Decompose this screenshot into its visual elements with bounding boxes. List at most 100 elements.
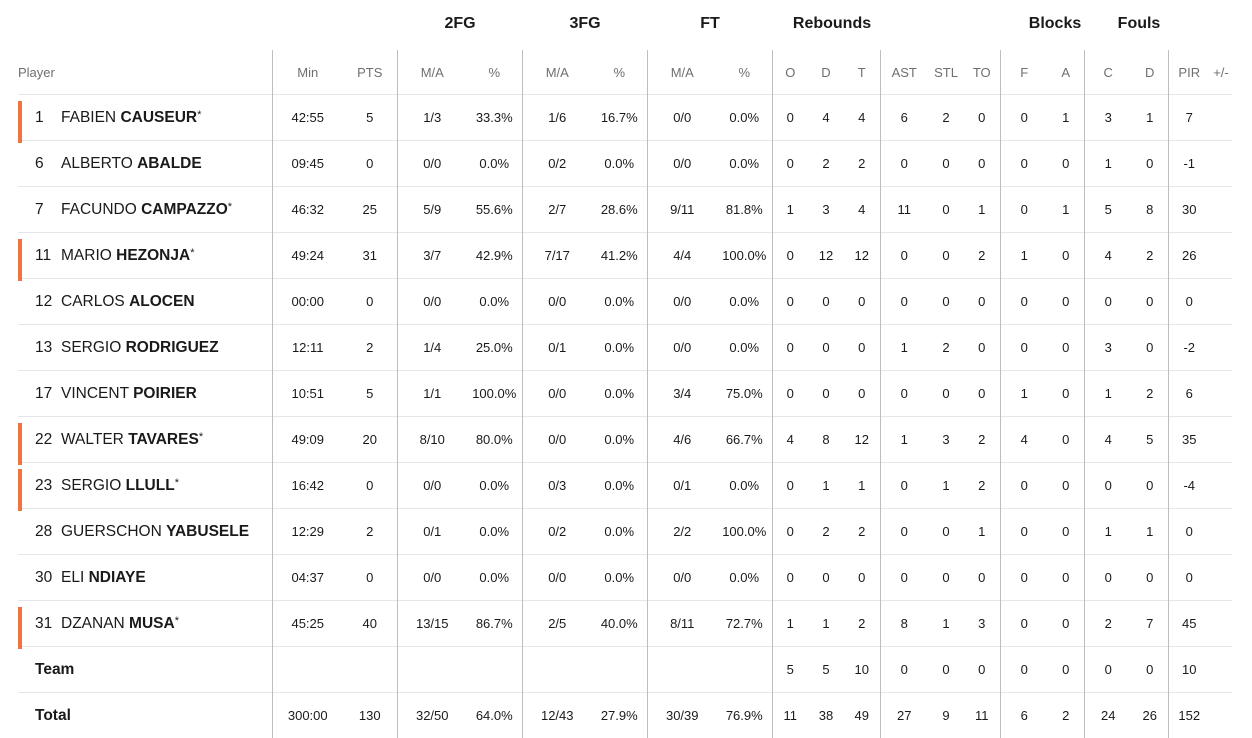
cell-fg3-pct: 27.9% [592,693,647,738]
cell-ft-ma: 0/0 [647,279,717,325]
cell-fg2-ma [397,647,467,693]
col-reb-d[interactable]: D [808,50,844,95]
cell-fg2-ma: 5/9 [397,187,467,233]
cell-ft-ma: 0/0 [647,555,717,601]
player-number: 23 [18,477,61,495]
player-first-name: VINCENT [61,385,129,402]
col-reb-o[interactable]: O [772,50,808,95]
col-pts[interactable]: PTS [343,50,397,95]
cell-stl: 3 [928,417,964,463]
cell-pm [1210,141,1232,187]
cell-ft-ma: 4/6 [647,417,717,463]
cell-reb-t: 2 [844,601,880,647]
cell-ft-pct: 0.0% [717,463,772,509]
cell-pm [1210,233,1232,279]
cell-fg2-pct: 0.0% [467,509,522,555]
cell-ast: 1 [880,325,928,371]
cell-ft-pct: 0.0% [717,325,772,371]
col-ft-pct[interactable]: % [717,50,772,95]
col-3fg-pct[interactable]: % [592,50,647,95]
cell-pm [1210,509,1232,555]
col-ast[interactable]: AST [880,50,928,95]
cell-reb-t: 12 [844,233,880,279]
cell-min: 46:32 [272,187,343,233]
col-2fg-ma[interactable]: M/A [397,50,467,95]
col-ft-ma[interactable]: M/A [647,50,717,95]
cell-to: 0 [964,141,1000,187]
col-foul-c[interactable]: C [1084,50,1132,95]
player-number: 7 [18,201,61,219]
cell-fg2-ma: 0/0 [397,555,467,601]
cell-fg2-pct: 0.0% [467,463,522,509]
col-foul-d[interactable]: D [1132,50,1168,95]
cell-pir: 0 [1168,509,1210,555]
cell-reb-d: 0 [808,279,844,325]
cell-foul-d: 0 [1132,647,1168,693]
cell-reb-o: 0 [772,509,808,555]
col-blk-a[interactable]: A [1048,50,1084,95]
col-player[interactable]: Player [18,50,272,95]
cell-foul-d: 2 [1132,371,1168,417]
group-header-rebounds: Rebounds [793,15,871,33]
cell-fg2-pct: 25.0% [467,325,522,371]
col-min[interactable]: Min [272,50,343,95]
cell-fg3-pct: 0.0% [592,509,647,555]
cell-foul-d: 2 [1132,233,1168,279]
player-last-name: CAMPAZZO [141,201,228,218]
cell-ft-pct: 0.0% [717,95,772,141]
cell-foul-c: 0 [1084,279,1132,325]
cell-fg3-ma: 0/2 [522,509,592,555]
cell-foul-d: 0 [1132,279,1168,325]
col-to[interactable]: TO [964,50,1000,95]
col-reb-t[interactable]: T [844,50,880,95]
cell-ft-pct: 0.0% [717,279,772,325]
cell-min: 16:42 [272,463,343,509]
column-header-row: Player Min PTS M/A % M/A % M/A % O D T A… [18,50,1232,95]
cell-blk-f: 6 [1000,693,1048,738]
cell-fg3-pct: 0.0% [592,325,647,371]
cell-min: 12:11 [272,325,343,371]
cell-ft-pct: 75.0% [717,371,772,417]
col-blk-f[interactable]: F [1000,50,1048,95]
cell-foul-d: 0 [1132,463,1168,509]
col-plus-minus[interactable]: +/- [1210,50,1232,95]
cell-pir: 30 [1168,187,1210,233]
stats-table: Player Min PTS M/A % M/A % M/A % O D T A… [18,50,1232,738]
cell-foul-c: 24 [1084,693,1132,738]
cell-pm [1210,601,1232,647]
col-stl[interactable]: STL [928,50,964,95]
col-3fg-ma[interactable]: M/A [522,50,592,95]
cell-pir: 7 [1168,95,1210,141]
cell-ft-pct: 72.7% [717,601,772,647]
player-last-name: ABALDE [137,155,202,172]
col-pir[interactable]: PIR [1168,50,1210,95]
col-2fg-pct[interactable]: % [467,50,522,95]
cell-ft-ma: 4/4 [647,233,717,279]
cell-reb-t: 4 [844,187,880,233]
cell-reb-o: 1 [772,187,808,233]
cell-reb-d: 0 [808,371,844,417]
cell-min: 45:25 [272,601,343,647]
cell-blk-f: 1 [1000,371,1048,417]
cell-blk-a: 0 [1048,417,1084,463]
cell-blk-f: 0 [1000,601,1048,647]
cell-reb-t: 0 [844,371,880,417]
cell-ast: 6 [880,95,928,141]
cell-ft-pct: 0.0% [717,141,772,187]
